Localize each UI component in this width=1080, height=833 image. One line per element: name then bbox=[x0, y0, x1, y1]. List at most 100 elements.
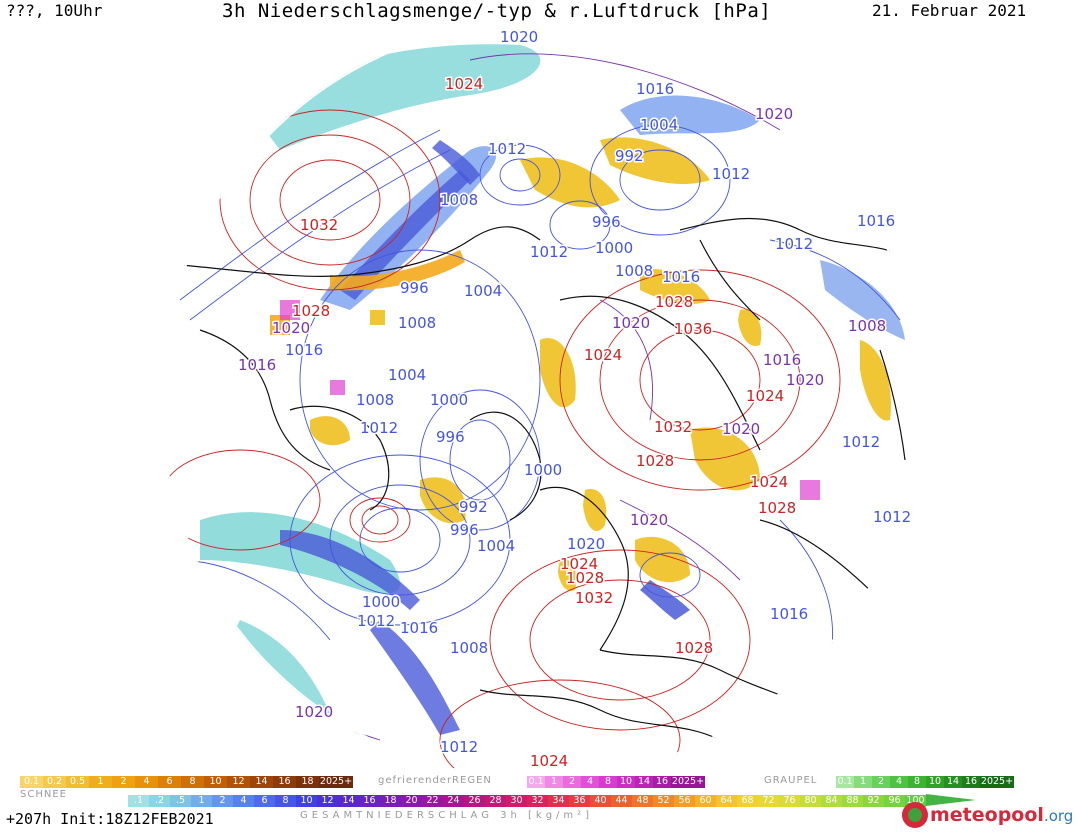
legend-arrow-icon bbox=[926, 794, 976, 806]
isobar-label: 1028 bbox=[758, 499, 796, 517]
legend-swatch: 2025+ bbox=[319, 776, 353, 788]
isobar-label: 1012 bbox=[488, 140, 526, 158]
rain-areas bbox=[200, 44, 905, 740]
isobar-label: 1004 bbox=[388, 366, 426, 384]
isobar-label: 1020 bbox=[630, 511, 668, 529]
legend-swatch: 1 bbox=[191, 795, 212, 807]
legend-swatch: 48 bbox=[632, 795, 653, 807]
freezing-rain-areas bbox=[280, 300, 820, 500]
legend-swatch: 1 bbox=[89, 776, 112, 788]
legend-swatch: 14 bbox=[635, 776, 653, 788]
legend-swatch: 16 bbox=[273, 776, 296, 788]
isobar-label: 1000 bbox=[362, 593, 400, 611]
legend-swatch: 2 bbox=[212, 795, 233, 807]
isobar-label: 1012 bbox=[440, 738, 478, 756]
isobar-label: 1020 bbox=[612, 314, 650, 332]
legend-swatch: 30 bbox=[506, 795, 527, 807]
legend-swatch: 18 bbox=[296, 776, 319, 788]
graupel-legend-bar: 0.1 1 2 4 8 10 14 16 2025+ bbox=[836, 776, 1014, 788]
legend-swatch: 0.1 bbox=[20, 776, 43, 788]
legend-swatch: 0.1 bbox=[836, 776, 854, 788]
legend-swatch: 96 bbox=[884, 795, 905, 807]
isobar-label: 1008 bbox=[356, 391, 394, 409]
legend-swatch: 14 bbox=[250, 776, 273, 788]
isobar-label: 1020 bbox=[755, 105, 793, 123]
isobar-label: 1016 bbox=[636, 80, 674, 98]
isobar-label: 1012 bbox=[842, 433, 880, 451]
isobar-label: 1020 bbox=[295, 703, 333, 721]
legend-swatch: 1 bbox=[545, 776, 563, 788]
legend-swatch: 4 bbox=[233, 795, 254, 807]
isobar-label: 992 bbox=[459, 498, 488, 516]
isobar-label: 1020 bbox=[567, 535, 605, 553]
isobar-label: 1020 bbox=[722, 420, 760, 438]
isobar-label: 1008 bbox=[450, 639, 488, 657]
legend-swatch: 10 bbox=[617, 776, 635, 788]
legend-swatch: 84 bbox=[821, 795, 842, 807]
legend-swatch: 6 bbox=[254, 795, 275, 807]
legend-swatch: 32 bbox=[527, 795, 548, 807]
legend-swatch: 64 bbox=[716, 795, 737, 807]
isobar-label: 1024 bbox=[584, 346, 622, 364]
isobar-label: 1024 bbox=[530, 752, 568, 770]
isobar-label: 1024 bbox=[746, 387, 784, 405]
graupel-legend-title: GRAUPEL bbox=[764, 775, 818, 786]
meteopool-logo[interactable]: meteopool.org bbox=[902, 802, 1073, 828]
isobar-label: 996 bbox=[450, 521, 479, 539]
total-precip-legend-title: GESAMTNIEDERSCHLAG 3h [kg/m²] bbox=[300, 810, 594, 821]
isobar-label: 1028 bbox=[292, 302, 330, 320]
legend-swatch: 60 bbox=[695, 795, 716, 807]
snow-legend-title: SCHNEE bbox=[20, 789, 67, 800]
legend-swatch: 12 bbox=[317, 795, 338, 807]
legend-swatch: 92 bbox=[863, 795, 884, 807]
isobar-label: 1024 bbox=[560, 555, 598, 573]
isobar-label: 1016 bbox=[238, 356, 276, 374]
legend-swatch: 56 bbox=[674, 795, 695, 807]
legend-swatch: .5 bbox=[170, 795, 191, 807]
isobar-label: 1000 bbox=[524, 461, 562, 479]
legend-swatch: 52 bbox=[653, 795, 674, 807]
isobar-label: 1028 bbox=[675, 639, 713, 657]
isobar-label: 1024 bbox=[445, 75, 483, 93]
legend-swatch: 10 bbox=[926, 776, 944, 788]
isobar-label: 1012 bbox=[775, 235, 813, 253]
legend-swatch: .1 bbox=[128, 795, 149, 807]
forecast-init-time: +207h Init:18Z12FEB2021 bbox=[6, 810, 214, 828]
isobar-label: 1016 bbox=[763, 351, 801, 369]
legend-swatch: 6 bbox=[158, 776, 181, 788]
isobar-label: 1000 bbox=[430, 391, 468, 409]
isobar-label: 1008 bbox=[440, 191, 478, 209]
legend-swatch: 14 bbox=[338, 795, 359, 807]
isobar-label: 1012 bbox=[712, 165, 750, 183]
legend-swatch: .2 bbox=[149, 795, 170, 807]
isobar-label: 1004 bbox=[464, 282, 502, 300]
total-precip-legend-bar: .1.2.5 1 2 4 6 8 10 12 14 16 18 20 22 24 26 28 30 32 34 36 4… bbox=[128, 795, 926, 807]
isobar-label: 996 bbox=[592, 213, 621, 231]
isobar-label: 1012 bbox=[873, 508, 911, 526]
isobar-label: 1016 bbox=[662, 268, 700, 286]
isobar-label: 1020 bbox=[786, 371, 824, 389]
isobar-label: 1032 bbox=[654, 418, 692, 436]
legend-swatch: 10 bbox=[204, 776, 227, 788]
legend-swatch: 44 bbox=[611, 795, 632, 807]
isobar-label: 1028 bbox=[655, 293, 693, 311]
legend-swatch: 40 bbox=[590, 795, 611, 807]
snow-legend-bar: 0.1 0.2 0.5 1 2 4 6 8 10 12 14 16 18 2025+ bbox=[20, 776, 353, 788]
legend-swatch: 2 bbox=[563, 776, 581, 788]
map-title: 3h Niederschlagsmenge/-typ & r.Luftdruck… bbox=[222, 0, 772, 22]
legend-swatch: 2 bbox=[872, 776, 890, 788]
isobar-label: 1024 bbox=[750, 473, 788, 491]
legend-swatch: 76 bbox=[779, 795, 800, 807]
legend-swatch: 20 bbox=[401, 795, 422, 807]
legend-swatch: 26 bbox=[464, 795, 485, 807]
legend-swatch: 88 bbox=[842, 795, 863, 807]
isobar-label: 1012 bbox=[357, 612, 395, 630]
legend-swatch: 8 bbox=[275, 795, 296, 807]
isobar-label: 1008 bbox=[848, 317, 886, 335]
isobar-label: 1020 bbox=[272, 319, 310, 337]
isobar-label: 992 bbox=[615, 147, 644, 165]
isobar-label: 1032 bbox=[575, 589, 613, 607]
freezing-rain-legend-title: gefrierenderREGEN bbox=[378, 775, 492, 786]
